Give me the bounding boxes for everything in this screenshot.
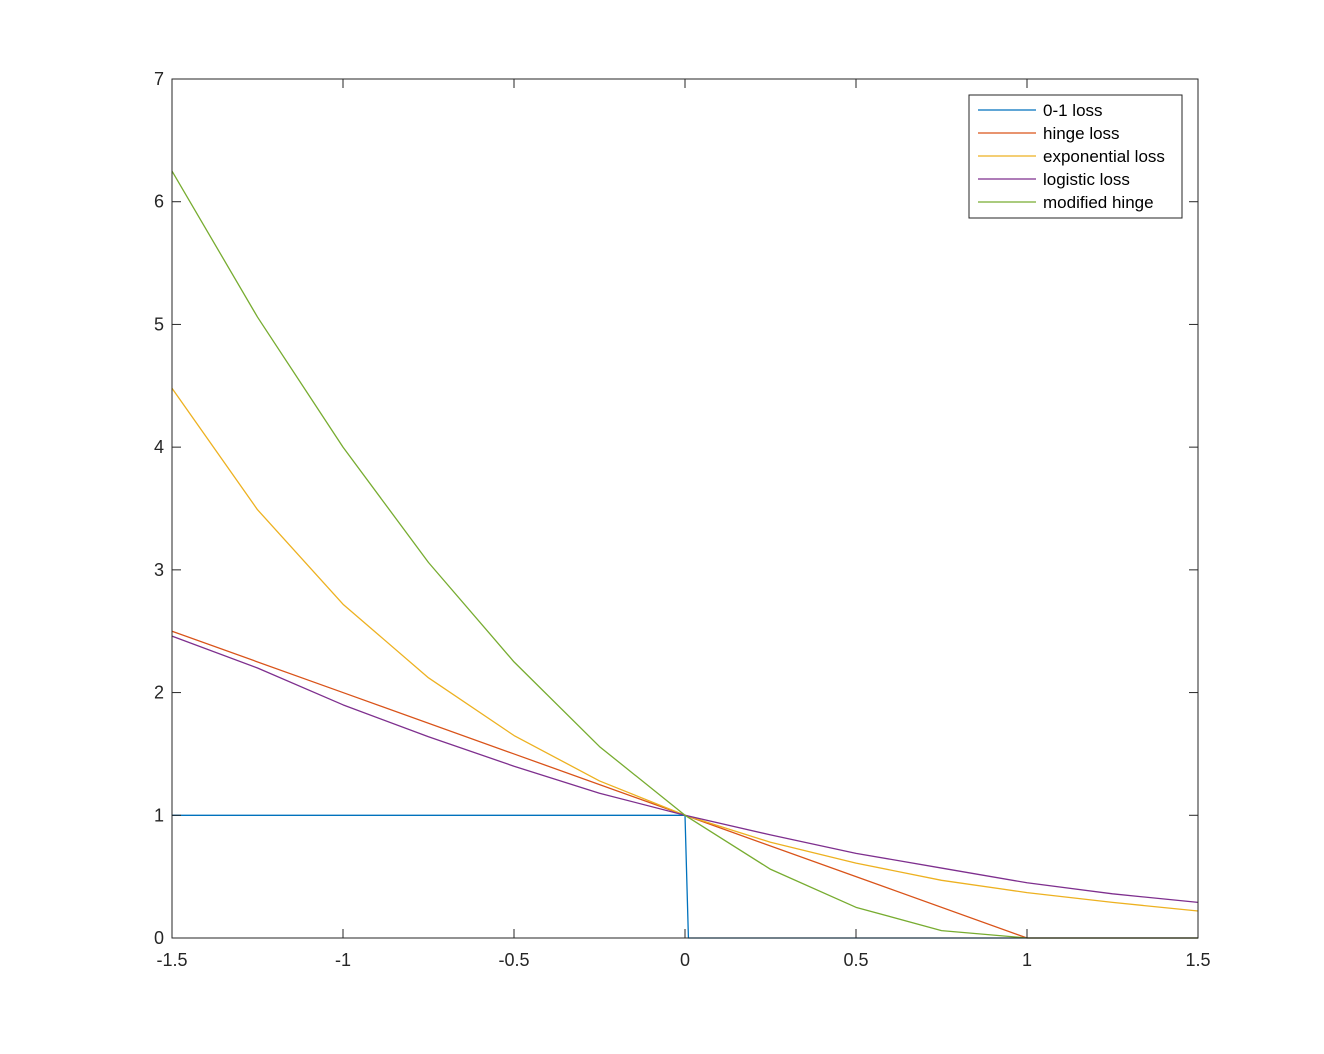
y-tick-label: 2 [154,683,164,703]
y-tick-label: 4 [154,437,164,457]
x-tick-label: -1.5 [156,950,187,970]
x-tick-label: 0.5 [843,950,868,970]
legend-label-exponential-loss: exponential loss [1043,147,1165,166]
x-tick-label: 1 [1022,950,1032,970]
y-tick-label: 5 [154,314,164,334]
x-tick-label: -1 [335,950,351,970]
x-tick-label: 1.5 [1185,950,1210,970]
y-tick-label: 7 [154,69,164,89]
plot-background [172,79,1198,938]
x-tick-label: 0 [680,950,690,970]
plot-area [172,79,1198,938]
legend: 0-1 loss hinge loss exponential loss logist… [968,94,1183,219]
y-tick-label: 0 [154,928,164,948]
x-tick-label: -0.5 [498,950,529,970]
y-tick-label: 3 [154,560,164,580]
legend-label-hinge-loss: hinge loss [1043,124,1120,143]
y-tick-label: 1 [154,805,164,825]
legend-label-0-1-loss: 0-1 loss [1043,101,1103,120]
axes: -1.5 -1 -0.5 0 0.5 1 1.5 0 1 2 3 4 5 6 7 [154,69,1211,970]
legend-label-logistic-loss: logistic loss [1043,170,1130,189]
y-tick-label: 6 [154,192,164,212]
legend-label-modified-hinge: modified hinge [1043,193,1154,212]
